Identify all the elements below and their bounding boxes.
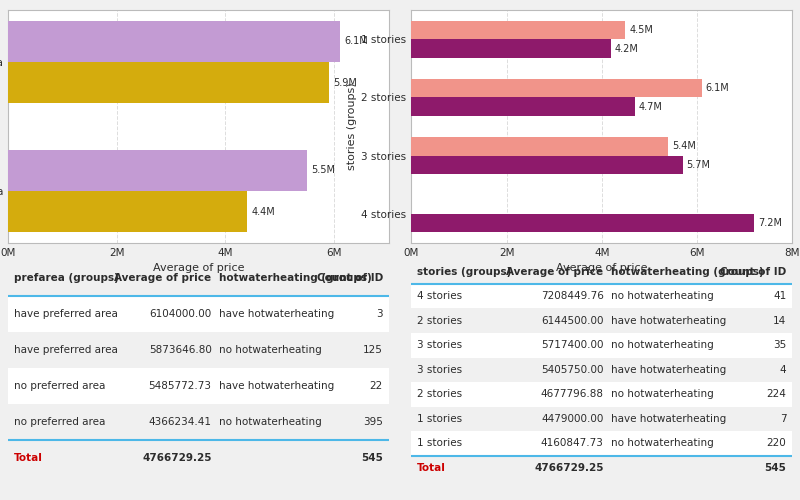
Text: no hotwaterheating: no hotwaterheating (611, 438, 714, 448)
Text: Count of ID: Count of ID (317, 274, 383, 283)
Text: 4.7M: 4.7M (639, 102, 662, 112)
Text: 41: 41 (773, 291, 786, 301)
Bar (8, 191, 247, 232)
Bar (411, 284, 792, 308)
Text: 5873646.80: 5873646.80 (149, 345, 212, 355)
Text: have hotwaterheating: have hotwaterheating (219, 310, 334, 320)
Text: Average of price: Average of price (114, 274, 212, 283)
Text: 22: 22 (370, 381, 383, 391)
Text: have hotwaterheating: have hotwaterheating (611, 414, 726, 424)
Text: 7208449.76: 7208449.76 (541, 291, 604, 301)
Text: prefarea (groups): prefarea (groups) (14, 274, 118, 283)
Text: have hotwaterheating: have hotwaterheating (219, 381, 334, 391)
Text: 2 stories: 2 stories (417, 390, 462, 400)
Text: have preferred area: have preferred area (14, 310, 118, 320)
Text: 7.2M: 7.2M (758, 218, 782, 228)
Text: no hotwaterheating: no hotwaterheating (219, 417, 322, 427)
Bar (8, 20, 340, 62)
Text: 14: 14 (773, 316, 786, 326)
Text: 5405750.00: 5405750.00 (541, 365, 604, 375)
Text: 224: 224 (766, 390, 786, 400)
Y-axis label: stories (groups): stories (groups) (347, 82, 358, 170)
Text: 220: 220 (766, 438, 786, 448)
Text: 5.4M: 5.4M (672, 142, 696, 152)
Text: Count of ID: Count of ID (720, 266, 786, 276)
Text: 545: 545 (765, 463, 786, 473)
Bar (8, 404, 389, 440)
X-axis label: Average of price: Average of price (556, 264, 647, 274)
Text: 2 stories: 2 stories (417, 316, 462, 326)
Text: Total: Total (14, 452, 42, 462)
Bar (411, 214, 754, 233)
Text: no hotwaterheating: no hotwaterheating (611, 340, 714, 350)
Text: 5717400.00: 5717400.00 (541, 340, 604, 350)
Text: 125: 125 (363, 345, 383, 355)
Bar (411, 333, 792, 357)
Text: 4766729.25: 4766729.25 (142, 452, 212, 462)
Bar (411, 20, 626, 39)
X-axis label: Average of price: Average of price (153, 264, 244, 274)
Text: 1 stories: 1 stories (417, 414, 462, 424)
Text: Total: Total (417, 463, 446, 473)
Text: 4 stories: 4 stories (417, 291, 462, 301)
Text: 1 stories: 1 stories (417, 438, 462, 448)
Bar (8, 296, 389, 332)
Text: 6104000.00: 6104000.00 (150, 310, 212, 320)
Text: have hotwaterheating: have hotwaterheating (611, 365, 726, 375)
Text: 5.7M: 5.7M (686, 160, 710, 170)
Text: 4160847.73: 4160847.73 (541, 438, 604, 448)
Text: 4479000.00: 4479000.00 (542, 414, 604, 424)
Bar (411, 308, 792, 333)
Bar (411, 156, 682, 174)
Bar (411, 79, 702, 98)
Text: Average of price: Average of price (506, 266, 604, 276)
Text: 4.5M: 4.5M (630, 25, 653, 35)
Text: 7: 7 (780, 414, 786, 424)
Text: no hotwaterheating: no hotwaterheating (611, 390, 714, 400)
Text: 5.5M: 5.5M (311, 166, 335, 175)
Text: stories (groups): stories (groups) (417, 266, 511, 276)
Bar (8, 62, 329, 104)
Bar (411, 137, 668, 156)
Text: 545: 545 (361, 452, 383, 462)
Text: hotwaterheating (groups): hotwaterheating (groups) (219, 274, 372, 283)
Bar (8, 368, 389, 404)
Text: 4677796.88: 4677796.88 (541, 390, 604, 400)
Text: have hotwaterheating: have hotwaterheating (611, 316, 726, 326)
Bar (8, 150, 307, 191)
Text: have preferred area: have preferred area (14, 345, 118, 355)
Bar (411, 431, 792, 456)
Text: 4: 4 (780, 365, 786, 375)
Text: 5.9M: 5.9M (333, 78, 357, 88)
Text: 6.1M: 6.1M (706, 83, 729, 93)
Text: 4.4M: 4.4M (251, 207, 275, 217)
Text: no preferred area: no preferred area (14, 381, 105, 391)
Text: 6144500.00: 6144500.00 (541, 316, 604, 326)
Bar (411, 98, 635, 116)
Text: 395: 395 (363, 417, 383, 427)
Bar (411, 39, 611, 58)
Text: 5485772.73: 5485772.73 (149, 381, 212, 391)
Text: 3: 3 (376, 310, 383, 320)
Bar (411, 406, 792, 431)
Bar (411, 358, 792, 382)
Text: 4766729.25: 4766729.25 (534, 463, 604, 473)
Text: no preferred area: no preferred area (14, 417, 105, 427)
Text: 3 stories: 3 stories (417, 365, 462, 375)
Text: 3 stories: 3 stories (417, 340, 462, 350)
Bar (411, 382, 792, 406)
Text: 4366234.41: 4366234.41 (149, 417, 212, 427)
Text: no hotwaterheating: no hotwaterheating (219, 345, 322, 355)
Text: hotwaterheating (groups): hotwaterheating (groups) (611, 266, 764, 276)
Text: 35: 35 (773, 340, 786, 350)
Text: 4.2M: 4.2M (615, 44, 639, 54)
Text: 6.1M: 6.1M (344, 36, 368, 46)
Text: no hotwaterheating: no hotwaterheating (611, 291, 714, 301)
Bar (8, 332, 389, 368)
